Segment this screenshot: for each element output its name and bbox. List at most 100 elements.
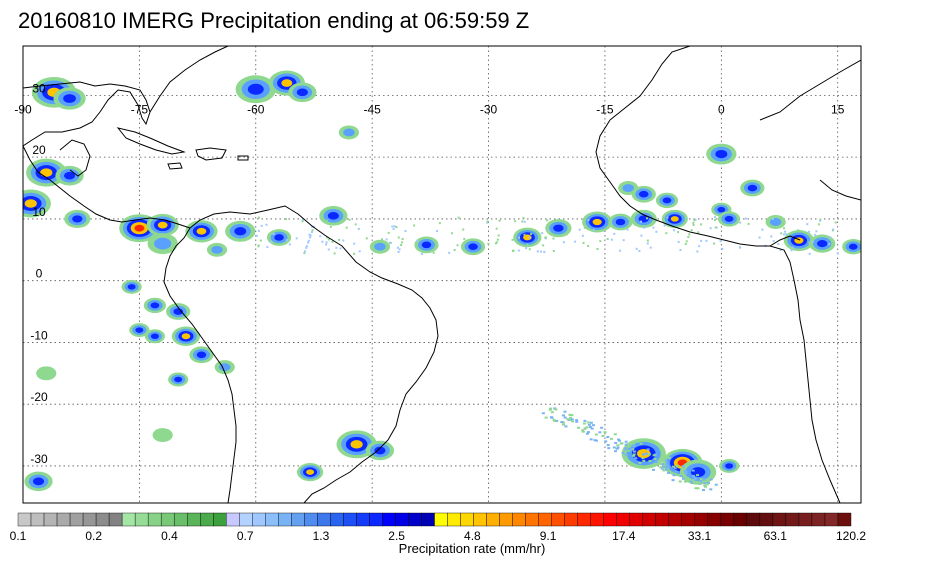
- rain-speck: [836, 252, 839, 255]
- rain-cell: [24, 471, 53, 492]
- rain-speck: [662, 469, 666, 472]
- rain-speck: [448, 251, 451, 254]
- rain-speck: [693, 478, 697, 481]
- rain-speck: [568, 413, 572, 416]
- rain-speck: [607, 447, 611, 450]
- rain-cell-ring: [211, 245, 223, 254]
- rain-speck: [575, 420, 579, 423]
- rain-speck: [518, 236, 521, 239]
- rain-cell: [513, 227, 542, 248]
- rain-speck: [744, 217, 747, 220]
- rain-speck: [632, 450, 636, 453]
- rain-speck: [684, 480, 688, 483]
- rain-cell-ring: [32, 477, 45, 486]
- rain-speck: [714, 226, 717, 229]
- rain-speck: [265, 223, 268, 226]
- rain-cell: [369, 239, 391, 254]
- rain-speck: [495, 241, 498, 244]
- lon-label: -45: [363, 102, 381, 116]
- rain-speck: [325, 241, 328, 244]
- rain-speck: [487, 242, 490, 245]
- rain-speck: [625, 453, 629, 456]
- rain-speck: [331, 240, 334, 243]
- rain-speck: [808, 252, 811, 255]
- rain-cell-ring: [274, 234, 284, 241]
- lon-label: -30: [480, 102, 498, 116]
- rain-speck: [596, 247, 599, 250]
- map-background: [23, 46, 861, 503]
- rain-speck: [561, 423, 565, 426]
- rain-speck: [783, 227, 786, 230]
- rain-speck: [590, 427, 594, 430]
- rain-cell-ring: [157, 221, 168, 229]
- rain-cell-ring: [40, 168, 53, 177]
- rain-speck: [528, 248, 531, 251]
- rain-speck: [438, 222, 441, 225]
- rain-speck: [542, 244, 545, 247]
- rain-cell-ring: [638, 190, 649, 198]
- rain-speck: [780, 232, 783, 235]
- rain-speck: [380, 238, 383, 241]
- rain-speck: [811, 240, 814, 243]
- rain-speck: [631, 442, 635, 445]
- rain-speck: [482, 246, 485, 249]
- rain-speck: [326, 236, 329, 239]
- rain-speck: [583, 419, 587, 422]
- rain-speck: [647, 453, 651, 456]
- rain-speck: [397, 236, 400, 239]
- rain-speck: [617, 438, 621, 441]
- rain-speck: [664, 468, 668, 471]
- rain-speck: [511, 238, 514, 241]
- rain-speck: [342, 239, 345, 242]
- rain-speck: [599, 240, 602, 243]
- latitude-labels: 30 20 10 0 -10 -20 -30: [30, 81, 48, 466]
- rain-cell: [631, 185, 656, 203]
- rain-cell-ring: [150, 302, 160, 309]
- rain-speck: [563, 416, 567, 419]
- precipitation-map: -90 -75 -60 -45 -30 -15 0 15 30 20 10 0 -10 -20 -30: [14, 45, 862, 504]
- rain-speck: [594, 439, 598, 442]
- rain-speck: [329, 225, 332, 228]
- rain-speck: [615, 447, 619, 450]
- rain-speck: [604, 440, 608, 443]
- rain-speck: [581, 430, 585, 433]
- lon-label: -75: [131, 102, 149, 116]
- rain-speck: [385, 238, 388, 241]
- rain-speck: [635, 247, 638, 250]
- rain-cell: [655, 192, 679, 209]
- coastline-yucatan: [59, 139, 91, 177]
- rain-speck: [552, 418, 556, 421]
- rain-cell-ring: [72, 215, 83, 223]
- rain-speck: [645, 452, 649, 455]
- rain-cell: [414, 236, 439, 254]
- rain-cell-ring: [63, 171, 76, 180]
- rain-cell: [545, 219, 572, 238]
- lat-label: 30: [32, 81, 46, 95]
- rain-speck: [785, 233, 788, 236]
- rain-speck: [284, 218, 287, 221]
- rain-speck: [790, 249, 793, 252]
- rain-speck: [690, 481, 694, 484]
- rain-cell-ring: [152, 428, 173, 443]
- rain-speck: [797, 229, 800, 232]
- rain-speck: [705, 239, 708, 242]
- rain-speck: [587, 423, 591, 426]
- rain-speck: [673, 229, 676, 232]
- rain-speck: [658, 462, 662, 465]
- rain-speck: [498, 219, 501, 222]
- rain-speck: [687, 477, 691, 480]
- rain-speck: [692, 481, 696, 484]
- rain-speck: [643, 226, 646, 229]
- rain-speck: [582, 241, 585, 244]
- rain-speck: [696, 250, 699, 253]
- rain-speck: [664, 459, 668, 462]
- rain-speck: [304, 250, 307, 253]
- rain-cell-ring: [234, 227, 247, 236]
- rain-speck: [692, 223, 695, 226]
- rain-speck: [577, 426, 581, 429]
- rain-cell-ring: [724, 215, 734, 222]
- rain-cell-ring: [134, 224, 145, 232]
- rain-speck: [393, 225, 396, 228]
- rain-speck: [698, 245, 701, 248]
- rain-speck: [747, 222, 750, 225]
